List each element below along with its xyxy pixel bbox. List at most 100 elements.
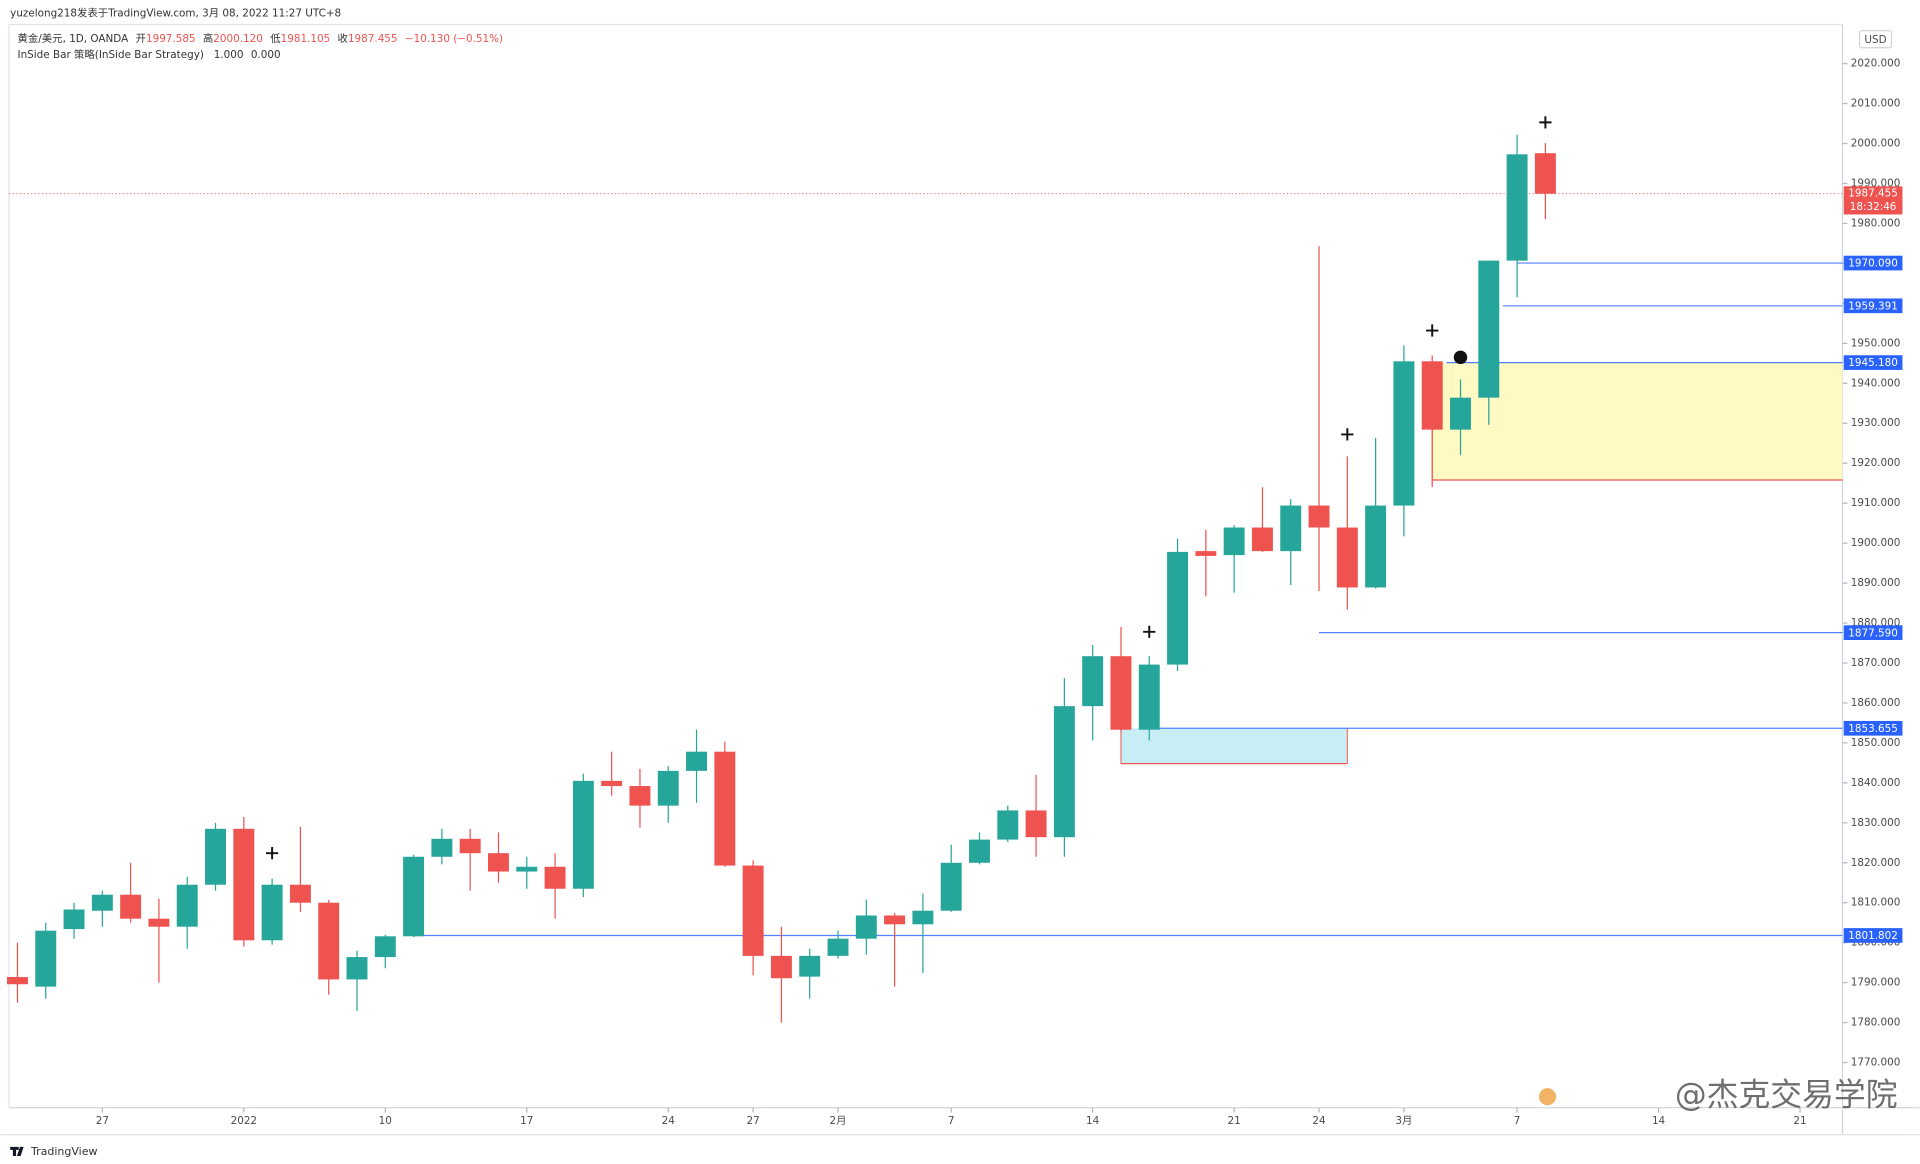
candle-body xyxy=(1223,527,1245,556)
candle-body xyxy=(1478,260,1500,398)
x-tick-label: 2022 xyxy=(231,1115,257,1127)
currency-box[interactable] xyxy=(1859,29,1893,49)
y-tick-label: 1840.000 xyxy=(1851,777,1901,789)
x-tick-label: 24 xyxy=(662,1115,676,1127)
plus-marker xyxy=(265,847,279,860)
x-tick-label: 7 xyxy=(1514,1115,1521,1127)
ohlc-value: 1997.585 xyxy=(146,33,196,45)
candle-body xyxy=(1450,397,1471,430)
y-tick-label: 1810.000 xyxy=(1851,897,1901,909)
zone xyxy=(1432,362,1843,480)
y-tick-label: 1850.000 xyxy=(1851,737,1901,749)
candle-body xyxy=(176,884,198,927)
y-tick-label: 1820.000 xyxy=(1851,857,1901,869)
candle-body xyxy=(261,884,283,941)
candle-body xyxy=(1167,551,1189,665)
y-tick-label: 2020.000 xyxy=(1851,58,1901,70)
x-tick-label: 27 xyxy=(747,1115,760,1127)
candle-body xyxy=(657,770,679,806)
candle-body xyxy=(488,853,509,872)
candle-body xyxy=(601,780,623,787)
candle-body xyxy=(1393,361,1415,506)
footer-brand: TradingView xyxy=(30,1145,97,1158)
candle-body xyxy=(572,780,594,889)
candle-body xyxy=(431,838,453,857)
candle-body xyxy=(629,786,651,806)
candle-body xyxy=(1195,551,1217,556)
footer-logo xyxy=(10,1146,24,1157)
symbol: 黄金/美元, 1D, OANDA xyxy=(18,32,130,45)
candle-body xyxy=(884,915,906,925)
x-tick-label: 14 xyxy=(1652,1115,1666,1127)
current-price-label: 1987.455 xyxy=(1848,188,1898,200)
y-tick-label: 1830.000 xyxy=(1851,817,1901,829)
price-line-label: 1853.655 xyxy=(1848,723,1898,735)
price-line-label: 1945.180 xyxy=(1848,357,1898,369)
candle-body xyxy=(374,936,396,958)
price-line-tag xyxy=(1843,298,1903,314)
x-tick-label: 10 xyxy=(379,1115,392,1127)
ohlc-label: 高 xyxy=(203,32,213,45)
price-line-label: 1801.802 xyxy=(1848,930,1898,942)
candle-body xyxy=(997,810,1019,840)
candle-body xyxy=(1025,810,1047,838)
y-tick-label: 1770.000 xyxy=(1851,1057,1901,1069)
y-tick-label: 2000.000 xyxy=(1851,138,1901,150)
candle-body xyxy=(770,955,792,979)
x-tick-label: 3月 xyxy=(1395,1115,1412,1127)
indicator-name: InSide Bar 策略(InSide Bar Strategy) xyxy=(18,48,204,61)
x-tick-label: 7 xyxy=(948,1115,955,1127)
indicator-legend: InSide Bar 策略(InSide Bar Strategy) 1.000 0… xyxy=(18,48,281,61)
candle-body xyxy=(855,915,877,939)
x-tick-label: 14 xyxy=(1086,1115,1100,1127)
ohlc-value: 1981.105 xyxy=(281,33,331,45)
candle-body xyxy=(403,856,425,937)
indicator-value: 1.000 xyxy=(214,49,244,61)
x-tick-label: 17 xyxy=(520,1115,533,1127)
current-price-tag xyxy=(1843,186,1903,215)
price-line-tag xyxy=(1843,928,1903,943)
candle-body xyxy=(1082,656,1104,707)
candle-body xyxy=(148,918,170,927)
candle-body xyxy=(912,910,934,925)
plus-marker xyxy=(1426,324,1439,337)
price-line-tag xyxy=(1843,720,1903,736)
candle-body xyxy=(35,930,57,987)
candle-body xyxy=(544,866,566,889)
candle-body xyxy=(799,955,821,977)
candle-body xyxy=(1110,656,1132,730)
candle-body xyxy=(1280,505,1302,552)
plus-marker xyxy=(1341,428,1354,441)
candle-body xyxy=(969,839,990,863)
candle-body xyxy=(289,884,311,903)
y-tick-label: 1890.000 xyxy=(1851,577,1901,589)
ohlc-value: 2000.120 xyxy=(213,33,263,45)
candle-body xyxy=(1336,527,1358,588)
y-tick-label: 1880.000 xyxy=(1851,617,1901,629)
y-tick-label: 1860.000 xyxy=(1851,697,1901,709)
candle-body xyxy=(346,957,368,980)
ohlc-label: 收 xyxy=(338,32,349,45)
markers xyxy=(265,116,1552,860)
x-tick-label: 21 xyxy=(1793,1115,1806,1127)
currency: USD xyxy=(1864,34,1886,46)
y-tick-label: 1780.000 xyxy=(1851,1017,1901,1029)
candle-body xyxy=(940,862,962,911)
axes: 1770.0001780.0001790.0001800.0001810.000… xyxy=(96,58,1903,1127)
x-tick-label: 21 xyxy=(1228,1115,1241,1127)
candle-body xyxy=(516,866,538,872)
y-tick-label: 1950.000 xyxy=(1851,337,1901,349)
plus-marker xyxy=(1539,116,1552,129)
y-tick-label: 1900.000 xyxy=(1851,537,1901,549)
y-tick-label: 1910.000 xyxy=(1851,497,1901,509)
candle-body xyxy=(233,828,255,941)
zones xyxy=(1120,362,1843,765)
y-tick-label: 1980.000 xyxy=(1851,217,1901,229)
candle-body xyxy=(6,977,28,985)
ohlc-legend: 黄金/美元, 1D, OANDA 开1997.585 高2000.120 低1981.… xyxy=(18,32,504,45)
price-line-label: 1877.590 xyxy=(1848,627,1898,639)
watermark-icon xyxy=(1538,1088,1557,1106)
